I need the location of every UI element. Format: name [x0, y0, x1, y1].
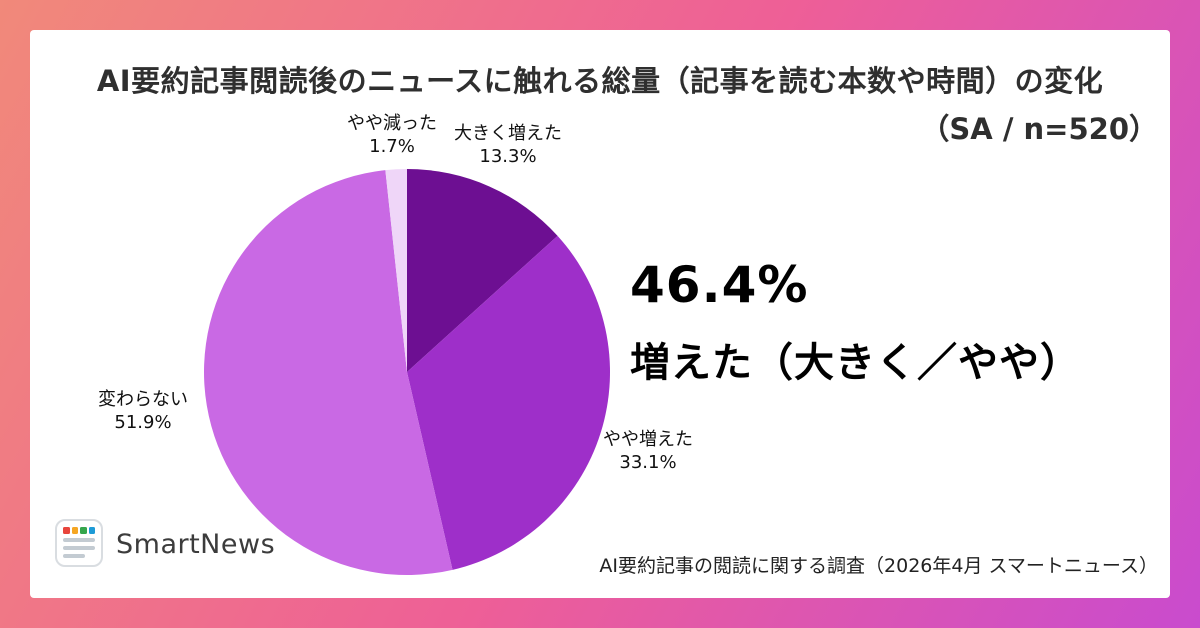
highlight-percent: 46.4%: [630, 256, 809, 314]
pie-slice-0: [407, 169, 558, 372]
chart-card: AI要約記事閲読後のニュースに触れる総量（記事を読む本数や時間）の変化 （SA …: [30, 30, 1170, 598]
pie-slice-1: [407, 235, 610, 570]
pie-label-percent: 33.1%: [619, 452, 677, 474]
pie-label-yaya-hetta: やや減った 1.7%: [327, 112, 457, 159]
highlight-label: 増えた（大きく／やや）: [630, 340, 1081, 386]
pie-chart: [203, 169, 610, 576]
pie-label-yaya-fueta: やや増えた 33.1%: [583, 428, 713, 475]
source-note: AI要約記事の閲読に関する調査（2026年4月 スマートニュース）: [599, 555, 1158, 577]
pie-slice-2: [203, 170, 453, 576]
pie-label-text: やや減った: [347, 113, 437, 134]
pie-label-ookiku-fueta: 大きく増えた 13.3%: [443, 122, 573, 169]
pie-label-percent: 1.7%: [369, 136, 415, 158]
logo-color-red: [63, 527, 70, 534]
logo-color-green: [80, 527, 87, 534]
pie-label-percent: 51.9%: [114, 412, 172, 434]
pie-label-text: やや増えた: [603, 429, 693, 450]
highlight-callout: 46.4% 増えた（大きく／やや）: [630, 256, 1081, 388]
brand-name: SmartNews: [116, 529, 276, 560]
logo-line: [63, 538, 95, 542]
pie-label-text: 大きく増えた: [454, 123, 562, 144]
logo-color-blue: [88, 527, 95, 534]
smartnews-logo-icon: [55, 519, 103, 567]
pie-label-kawaranai: 変わらない 51.9%: [78, 388, 208, 435]
pie-label-percent: 13.3%: [479, 146, 537, 168]
logo-line: [63, 546, 95, 550]
pie-label-text: 変わらない: [98, 389, 188, 410]
sample-size: （SA / n=520）: [920, 112, 1158, 146]
chart-title: AI要約記事閲読後のニュースに触れる総量（記事を読む本数や時間）の変化: [96, 64, 1104, 98]
logo-text-lines: [63, 538, 95, 558]
pie-slice-3: [385, 169, 407, 372]
logo-color-orange: [71, 527, 78, 534]
logo-line: [63, 554, 85, 558]
logo-color-bar: [63, 527, 95, 534]
